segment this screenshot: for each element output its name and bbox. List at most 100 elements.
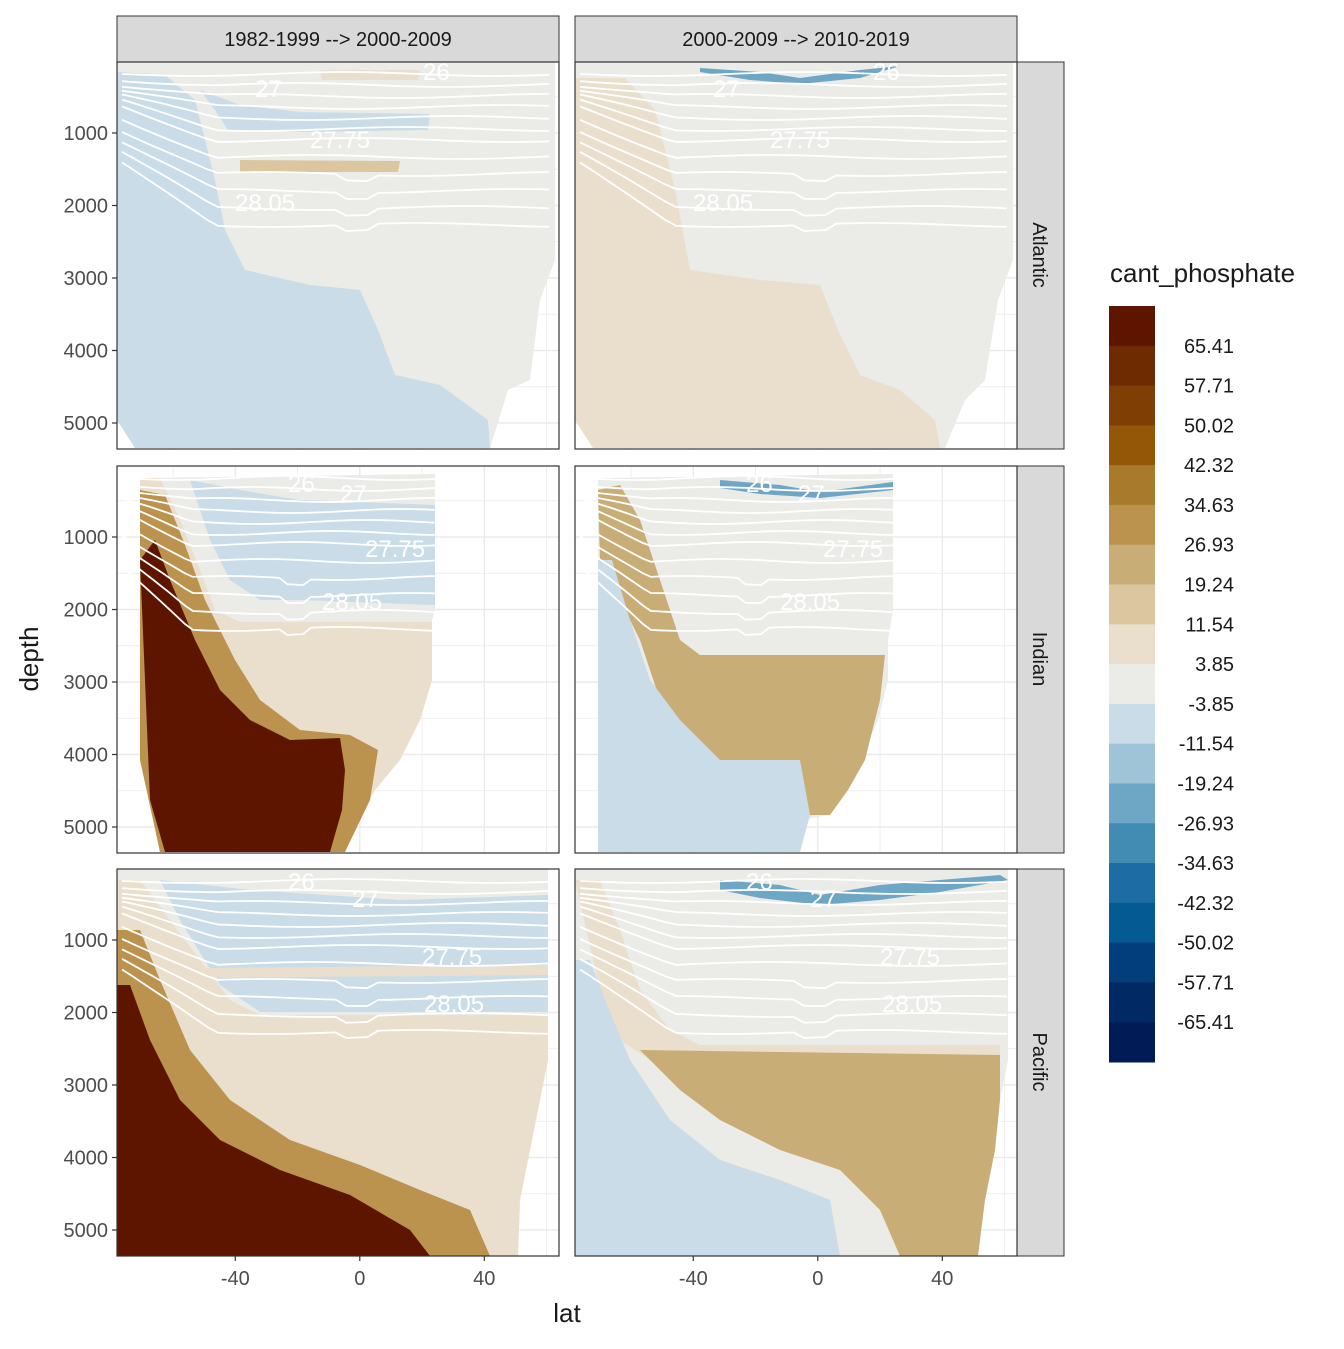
y-tick-label: 3000 xyxy=(64,1075,109,1097)
iso-label-26: 26 xyxy=(288,471,315,498)
region-negative-upper xyxy=(200,90,430,132)
y-tick-label: 5000 xyxy=(64,413,109,435)
legend-swatch xyxy=(1109,345,1155,387)
isopycnal-line xyxy=(121,105,550,143)
iso-label-27: 27 xyxy=(352,886,379,913)
isopycnal-line xyxy=(579,887,1008,895)
isopycnal-line xyxy=(121,523,438,564)
isopycnal-line xyxy=(579,89,1008,110)
isopycnal-line xyxy=(579,509,896,547)
isopycnal-line xyxy=(579,105,1008,143)
col-strip-label-1: 2000-2009 --> 2010-2019 xyxy=(682,29,909,51)
y-tick-label: 1000 xyxy=(64,527,109,549)
x-tick-label: 40 xyxy=(473,1268,495,1290)
panel-border xyxy=(574,868,1018,1257)
legend-level-label: -65.41 xyxy=(1177,1012,1234,1034)
legend-level-label: -42.32 xyxy=(1177,893,1234,915)
isopycnal-line xyxy=(579,565,896,636)
isopycnal-line xyxy=(121,948,550,1007)
isopycnal-line xyxy=(121,502,438,536)
isopycnal-line xyxy=(579,958,1008,1024)
isopycnal-line xyxy=(579,892,1007,906)
legend-swatch xyxy=(1109,703,1155,745)
y-tick-label: 1000 xyxy=(64,930,109,952)
isopycnal-line xyxy=(579,118,1008,160)
iso-label-26: 26 xyxy=(288,869,315,896)
panel-border xyxy=(574,465,1018,854)
isopycnal-line xyxy=(579,493,896,514)
y-tick-label: 5000 xyxy=(64,817,109,839)
isopycnal-line xyxy=(579,900,1008,928)
row-strip-label-2: Pacific xyxy=(1028,1033,1050,1092)
legend-level-label: 3.85 xyxy=(1195,654,1234,676)
isopycnals xyxy=(121,475,438,636)
isopycnal-line xyxy=(121,535,438,587)
region-negative-deep xyxy=(117,72,490,448)
isopycnal-line xyxy=(579,968,1008,1039)
isopycnal-line xyxy=(121,484,438,492)
legend-swatch xyxy=(1109,902,1155,944)
isopycnal-line xyxy=(121,555,438,621)
isopycnal-line xyxy=(579,905,1008,939)
isopycnal-line xyxy=(121,545,438,604)
isopycnal-line xyxy=(579,545,896,604)
iso-label-26: 26 xyxy=(746,869,773,896)
legend-level-label: -11.54 xyxy=(1179,734,1234,756)
isopycnal-line xyxy=(579,141,1008,200)
isopycnal-line xyxy=(121,80,550,88)
region-max-core xyxy=(140,540,345,852)
legend-swatch xyxy=(1109,1022,1155,1063)
iso-label-26: 26 xyxy=(873,59,900,86)
col-strip-label-0: 1982-1999 --> 2000-2009 xyxy=(224,29,451,51)
isopycnal-line xyxy=(579,484,896,492)
isopycnal-line xyxy=(121,925,550,967)
y-tick-label: 2000 xyxy=(64,1003,109,1025)
row-strip-1 xyxy=(1016,465,1065,854)
y-tick-label: 1000 xyxy=(64,123,109,145)
iso-label-27: 27 xyxy=(810,886,837,913)
region-negative-surface xyxy=(700,66,900,84)
iso-label-27.75: 27.75 xyxy=(823,536,883,563)
isopycnals xyxy=(579,878,1008,1039)
iso-label-27.75: 27.75 xyxy=(310,127,370,154)
legend-level-label: 26.93 xyxy=(1184,535,1234,557)
iso-label-28.05: 28.05 xyxy=(780,589,840,616)
col-strip-1 xyxy=(574,15,1018,63)
iso-label-27.75: 27.75 xyxy=(422,944,482,971)
isopycnal-line xyxy=(121,892,549,906)
legend-title: cant_phosphate xyxy=(1110,258,1295,288)
region-negative-deep xyxy=(598,560,810,852)
y-tick-label: 5000 xyxy=(64,1220,109,1242)
legend-swatch xyxy=(1109,584,1155,625)
iso-label-27.75: 27.75 xyxy=(880,944,940,971)
region-positive-mid xyxy=(598,485,885,815)
iso-label-27: 27 xyxy=(340,481,367,508)
legend-level-label: 57.71 xyxy=(1184,376,1234,398)
isopycnals xyxy=(579,71,1008,232)
isopycnal-line xyxy=(121,938,550,990)
legend: cant_phosphate 65.41 57.71 50.02 42.32 34.63… xyxy=(1109,258,1295,1063)
panel-indian-period2: 26 27 27.75 28.05 xyxy=(575,466,1017,853)
isopycnal-line xyxy=(579,912,1008,950)
y-tick-label: 3000 xyxy=(64,672,109,694)
region-positive-band xyxy=(200,965,548,978)
isopycnal-line xyxy=(579,93,1008,121)
region-negative-upper xyxy=(720,480,893,498)
legend-level-label: 50.02 xyxy=(1184,415,1234,437)
isopycnal-line xyxy=(579,938,1008,990)
isopycnal-line xyxy=(579,925,1008,967)
isopycnal-line xyxy=(121,912,550,950)
legend-swatch xyxy=(1109,863,1155,904)
iso-label-28.05: 28.05 xyxy=(322,589,382,616)
row-strip-label-0: Atlantic xyxy=(1028,222,1050,288)
isopycnal-line xyxy=(121,489,437,503)
isopycnal-line xyxy=(121,497,438,525)
iso-label-26: 26 xyxy=(423,59,450,86)
legend-swatch xyxy=(1109,465,1155,506)
isopycnal-line xyxy=(121,565,438,636)
y-tick-label: 3000 xyxy=(64,268,109,290)
y-tick-label: 2000 xyxy=(64,196,109,218)
iso-label-28.05: 28.05 xyxy=(693,190,753,217)
